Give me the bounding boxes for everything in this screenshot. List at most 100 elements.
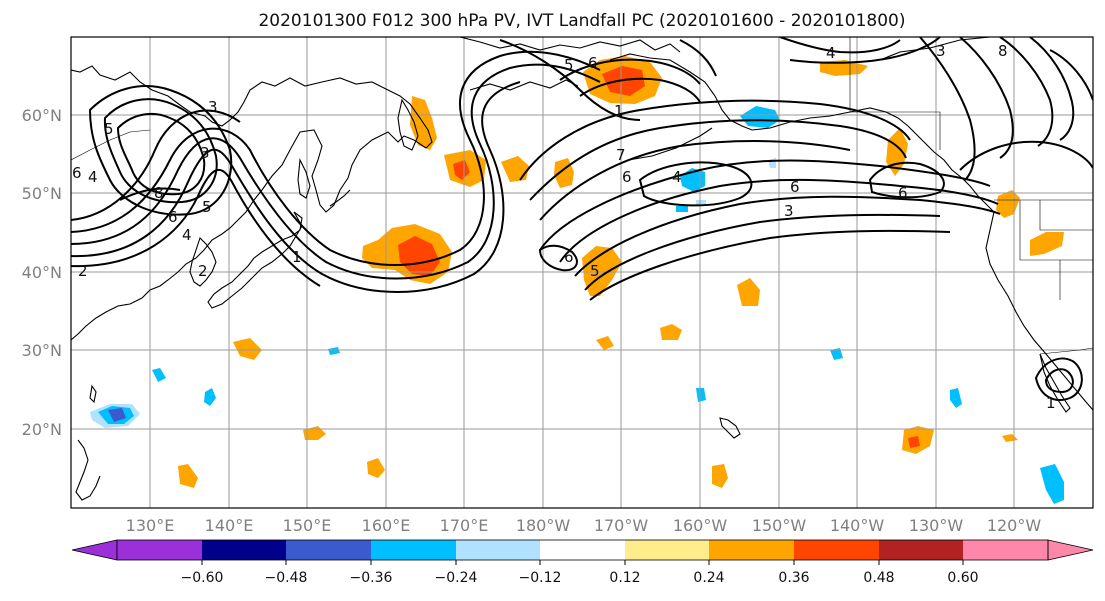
lat-tick-label: 50°N [22, 184, 62, 203]
contour-line [539, 140, 851, 221]
shade-patch [1030, 232, 1064, 256]
figure-title: 2020101300 F012 300 hPa PV, IVT Landfall… [258, 11, 905, 31]
colorbar-tick-label: −0.36 [350, 570, 393, 586]
borders [71, 37, 1093, 355]
colorbar-segment [202, 540, 286, 560]
contour-line [679, 39, 717, 77]
lon-tick-label: 170°W [594, 516, 649, 535]
contour-line [71, 63, 601, 280]
contour-line [559, 58, 701, 85]
shade-patch [233, 338, 262, 360]
contour-line [1034, 357, 1083, 401]
contour-line [959, 140, 1093, 171]
contour-line [499, 39, 641, 121]
shade-patch [712, 464, 728, 488]
colorbar-segment [117, 540, 202, 560]
lon-tick-label: 150°W [752, 516, 807, 535]
shade-patch [178, 464, 198, 488]
contour-line [1049, 49, 1093, 101]
contour-line [638, 161, 753, 207]
border-us-mexico [1039, 347, 1093, 355]
border-alaska-canada [849, 37, 941, 150]
contour-line [1044, 368, 1074, 394]
coastline-hawaii [719, 417, 741, 439]
lon-tick-label: 140°E [205, 516, 254, 535]
lon-tick-label: 180°W [516, 516, 571, 535]
contour-label: 1 [292, 248, 302, 266]
contour-line [589, 229, 951, 301]
contour-label: 6 [790, 178, 800, 196]
shade-patch [660, 324, 682, 340]
contour-label: 1 [1046, 394, 1056, 412]
shade-patch [886, 128, 908, 176]
lat-tick-label: 30°N [22, 341, 62, 360]
contour-label: 8 [154, 184, 164, 202]
contour-label: 4 [826, 44, 836, 62]
colorbar-tick-label: 0.36 [778, 570, 809, 586]
coastline-siberia-north [459, 37, 681, 53]
contour-label: 4 [88, 168, 98, 186]
coastline-alaska [609, 53, 995, 213]
lon-tick-label: 150°E [283, 516, 332, 535]
longitude-labels: 130°E 140°E 150°E 160°E 170°E 180°W 170°… [126, 516, 1042, 535]
contour-label: 2 [198, 262, 208, 280]
contour-line [999, 37, 1054, 147]
coastline-chukotka [469, 79, 579, 91]
colorbar-segment [625, 540, 709, 560]
colorbar-segment [371, 540, 456, 560]
contour-line [919, 37, 976, 181]
coastline-kamchatka [397, 98, 419, 151]
shade-patch [740, 106, 780, 128]
contour-label: 4 [672, 168, 682, 186]
colorbar-segment [286, 540, 371, 560]
colorbar-tick-label: −0.24 [435, 570, 478, 586]
contour-label: 8 [998, 42, 1008, 60]
contour-line [539, 159, 991, 251]
shade-patch [204, 388, 216, 406]
colorbar-tick-label: −0.12 [519, 570, 562, 586]
colorbar-segment [540, 540, 625, 560]
contour-label: 5 [590, 262, 600, 280]
contour-label: 6 [564, 248, 574, 266]
colorbar-segment [879, 540, 963, 560]
coastline-philippines [75, 439, 101, 501]
contour-line [559, 178, 999, 263]
shade-patch [453, 160, 470, 180]
shade-patch [696, 388, 706, 402]
contour-line [789, 37, 941, 64]
contour-label: 6 [72, 164, 82, 182]
colorbar-segment [794, 540, 879, 560]
shade-patch [820, 60, 868, 76]
contour-label: 6 [622, 168, 632, 186]
contour-line [538, 244, 578, 272]
map-panel: 6 5 4 3 2 1 8 6 5 4 3 2 1 6 5 6 7 6 5 4 [70, 36, 1094, 509]
lon-tick-label: 160°E [362, 516, 411, 535]
contour-label: 3 [936, 42, 946, 60]
coastline-korea [189, 236, 217, 287]
colorbar-tick-label: 0.24 [693, 570, 724, 586]
contour-line [519, 99, 911, 181]
lon-tick-label: 140°W [830, 516, 885, 535]
contour-label: 3 [784, 202, 794, 220]
shade-patch [950, 388, 962, 408]
contour-line [71, 50, 601, 266]
lat-tick-label: 20°N [22, 420, 62, 439]
colorbar-tick-label: 0.12 [609, 570, 640, 586]
contour-label: 1 [614, 102, 624, 120]
shade-patch [398, 236, 440, 276]
shade-patch [596, 336, 614, 350]
contour-label: 5 [202, 198, 212, 216]
shade-patch [108, 408, 126, 422]
coastline-japan [207, 211, 303, 309]
lon-tick-label: 130°E [126, 516, 175, 535]
lon-tick-label: 130°W [909, 516, 964, 535]
border-states [1019, 200, 1093, 300]
shade-patch [152, 368, 166, 382]
coastline-taiwan [89, 384, 97, 404]
contour-labels: 6 5 4 3 2 1 8 6 5 4 3 2 1 6 5 6 7 6 5 4 [72, 42, 1056, 412]
contour-label: 6 [588, 54, 598, 72]
contour-label: 4 [182, 226, 192, 244]
contour-line [1029, 37, 1075, 141]
colorbar-segment [709, 540, 794, 560]
contour-line [88, 85, 233, 216]
